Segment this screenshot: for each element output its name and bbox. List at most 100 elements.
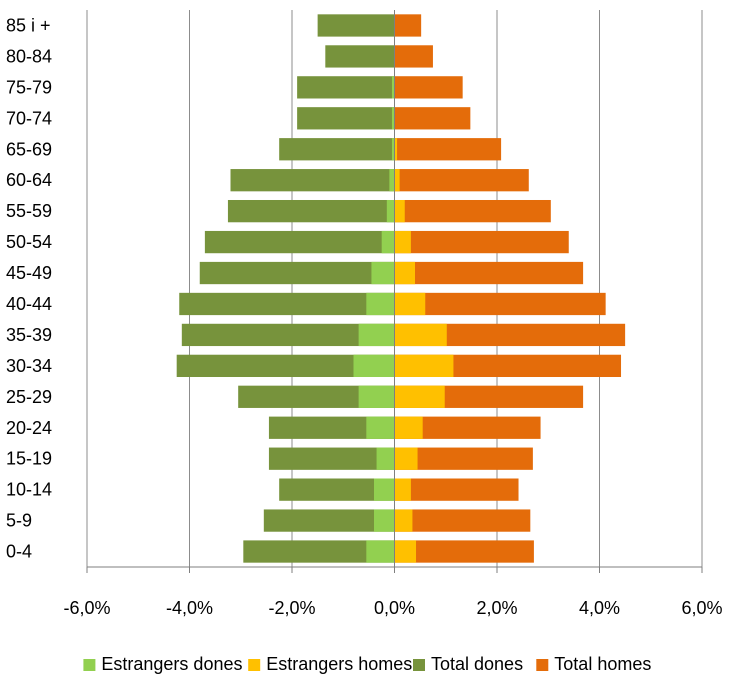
bar-total-dones-0-4 <box>243 540 395 563</box>
bar-total-dones-25-29 <box>238 385 395 408</box>
x-tick-label: 0,0% <box>374 598 415 618</box>
x-tick-label: -2,0% <box>268 598 315 618</box>
x-tick-label: 2,0% <box>476 598 517 618</box>
bar-total-homes-50-54 <box>394 230 569 254</box>
bar-estrangers-homes-10-14 <box>394 478 411 501</box>
y-tick-label-5-9: 5-9 <box>6 511 32 531</box>
legend-swatch-estrangers-dones <box>83 659 96 671</box>
axes <box>86 10 703 573</box>
bar-total-homes-60-64 <box>394 169 529 192</box>
bar-total-homes-75-79 <box>394 76 463 99</box>
bar-estrangers-dones-20-24 <box>366 416 395 439</box>
legend-label-total-homes: Total homes <box>554 654 651 674</box>
bar-estrangers-homes-60-64 <box>394 169 400 192</box>
legend-label-estrangers-homes: Estrangers homes <box>266 654 412 674</box>
bar-total-homes-0-4 <box>394 540 534 563</box>
legend-swatch-total-dones <box>413 659 425 671</box>
bar-estrangers-homes-35-39 <box>394 323 447 347</box>
legend-label-estrangers-dones: Estrangers dones <box>101 654 242 674</box>
y-tick-label-35-39: 35-39 <box>6 325 52 345</box>
bar-total-dones-10-14 <box>279 478 395 501</box>
bar-total-dones-75-79 <box>297 76 395 99</box>
bar-estrangers-homes-15-19 <box>394 447 418 470</box>
bar-total-dones-70-74 <box>297 107 395 130</box>
x-tick-label: 6,0% <box>681 598 722 618</box>
bar-total-dones-20-24 <box>268 416 395 439</box>
legend-item-total-homes: Total homes <box>536 654 651 674</box>
bar-total-homes-85i+ <box>394 14 422 37</box>
y-tick-label-45-49: 45-49 <box>6 263 52 283</box>
y-tick-label-25-29: 25-29 <box>6 387 52 407</box>
legend: Estrangers dones Estrangers homes Total do… <box>83 654 651 674</box>
bar-total-dones-40-44 <box>179 292 395 316</box>
bar-total-dones-50-54 <box>204 230 395 254</box>
y-tick-label-10-14: 10-14 <box>6 480 52 500</box>
bar-total-dones-55-59 <box>227 199 395 223</box>
bar-total-dones-35-39 <box>181 323 395 347</box>
bar-estrangers-homes-45-49 <box>394 261 415 285</box>
bar-total-dones-15-19 <box>268 447 395 470</box>
legend-item-estrangers-dones: Estrangers dones <box>83 654 242 674</box>
bar-estrangers-homes-0-4 <box>394 540 417 563</box>
bar-total-homes-35-39 <box>394 323 626 347</box>
legend-item-estrangers-homes: Estrangers homes <box>248 654 412 674</box>
bar-total-homes-55-59 <box>394 199 551 223</box>
bar-total-homes-80-84 <box>394 45 433 68</box>
bar-estrangers-dones-70-74 <box>391 107 395 130</box>
y-axis-tick-labels: 0-4 5-9 10-14 15-19 20-24 25-29 30-34 35-39 40-4… <box>6 15 52 561</box>
bar-estrangers-homes-20-24 <box>394 416 423 439</box>
bar-total-homes-40-44 <box>394 292 606 316</box>
bar-estrangers-dones-10-14 <box>374 478 395 501</box>
legend-item-total-dones: Total dones <box>413 654 523 674</box>
bar-total-homes-20-24 <box>394 416 541 439</box>
bar-total-dones-5-9 <box>263 509 395 532</box>
y-tick-label-80-84: 80-84 <box>6 46 52 66</box>
y-tick-label-30-34: 30-34 <box>6 356 52 376</box>
bar-estrangers-dones-50-54 <box>381 230 395 254</box>
y-tick-label-15-19: 15-19 <box>6 449 52 469</box>
y-tick-label-70-74: 70-74 <box>6 108 52 128</box>
bar-total-homes-70-74 <box>394 107 471 130</box>
bar-total-dones-60-64 <box>230 169 395 192</box>
legend-label-total-dones: Total dones <box>431 654 523 674</box>
bar-estrangers-dones-25-29 <box>358 385 395 408</box>
y-tick-label-55-59: 55-59 <box>6 201 52 221</box>
bar-total-dones-45-49 <box>199 261 395 285</box>
bar-estrangers-dones-30-34 <box>353 354 395 378</box>
bar-total-homes-65-69 <box>394 138 502 161</box>
bar-estrangers-homes-55-59 <box>394 199 405 223</box>
y-tick-label-75-79: 75-79 <box>6 77 52 97</box>
bar-estrangers-dones-65-69 <box>391 138 395 161</box>
y-tick-label-40-44: 40-44 <box>6 294 52 314</box>
bar-estrangers-dones-55-59 <box>386 199 395 223</box>
bar-estrangers-dones-75-79 <box>391 76 395 99</box>
bar-estrangers-dones-35-39 <box>358 323 395 347</box>
y-tick-label-50-54: 50-54 <box>6 232 52 252</box>
bar-total-dones-30-34 <box>176 354 395 378</box>
y-tick-label-0-4: 0-4 <box>6 542 32 562</box>
bar-estrangers-homes-40-44 <box>394 292 426 316</box>
bar-estrangers-homes-25-29 <box>394 385 445 408</box>
x-axis-tick-labels: -6,0% -4,0% -2,0% 0,0% 2,0% 4,0% 6,0% <box>63 598 722 618</box>
bar-estrangers-dones-60-64 <box>389 169 395 192</box>
bar-estrangers-dones-40-44 <box>366 292 395 316</box>
x-tick-label: 4,0% <box>579 598 620 618</box>
y-tick-label-20-24: 20-24 <box>6 418 52 438</box>
bar-estrangers-dones-5-9 <box>374 509 395 532</box>
bar-total-dones-80-84 <box>325 45 395 68</box>
bar-estrangers-homes-5-9 <box>394 509 413 532</box>
bar-estrangers-dones-45-49 <box>371 261 395 285</box>
bar-total-dones-85i+ <box>317 14 395 37</box>
y-tick-label-85i+: 85 i + <box>6 15 51 35</box>
bar-total-dones-65-69 <box>279 138 395 161</box>
y-tick-label-65-69: 65-69 <box>6 139 52 159</box>
bar-estrangers-homes-65-69 <box>394 138 398 161</box>
bar-estrangers-homes-30-34 <box>394 354 454 378</box>
x-tick-label: -4,0% <box>166 598 213 618</box>
x-tick-label: -6,0% <box>63 598 110 618</box>
bar-total-homes-45-49 <box>394 261 584 285</box>
legend-swatch-estrangers-homes <box>248 659 261 671</box>
bar-total-homes-15-19 <box>394 447 533 470</box>
bar-total-homes-10-14 <box>394 478 519 501</box>
